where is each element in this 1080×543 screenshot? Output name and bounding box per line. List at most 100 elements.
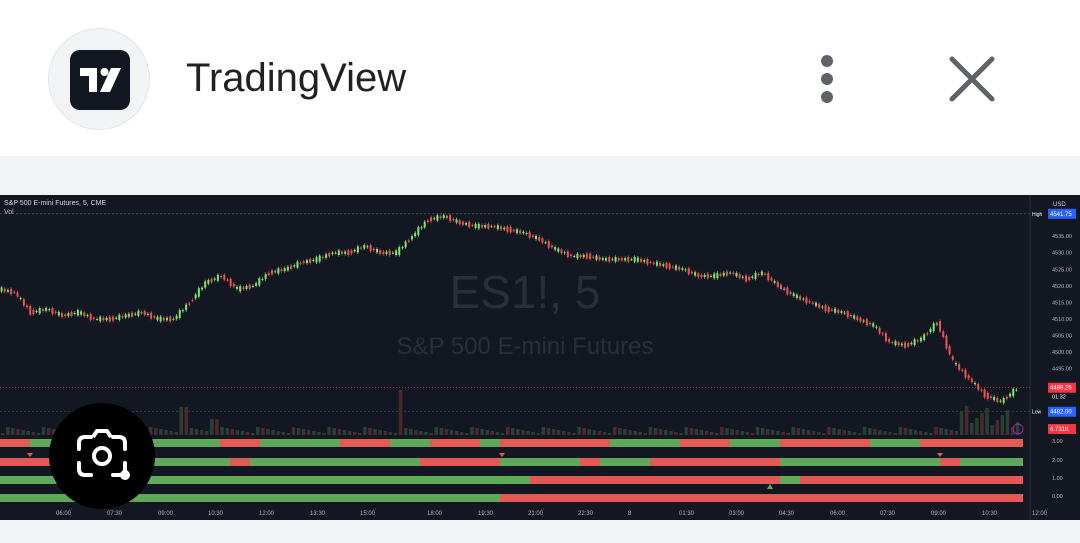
indicator-segment: [30, 439, 60, 447]
candle-body: [229, 278, 232, 287]
candle-body: [137, 310, 140, 316]
candle-body: [156, 316, 159, 320]
candle-body: [54, 311, 57, 314]
volume-bar: [924, 432, 928, 435]
candle-body: [29, 306, 32, 315]
candle-body: [808, 301, 811, 303]
candle-body: [713, 273, 716, 279]
candle-body: [528, 231, 531, 238]
candle-body: [748, 276, 751, 281]
x-tick-label: 12:00: [259, 511, 275, 517]
candle-body: [585, 253, 588, 259]
volume-bar: [1000, 415, 1005, 435]
volume-bar: [1, 433, 5, 435]
candle-body: [773, 280, 776, 283]
volume-bar: [638, 432, 642, 435]
candle-body: [999, 400, 1002, 402]
candle-body: [592, 256, 595, 258]
screenshot-lens-button[interactable]: [49, 403, 155, 509]
y-tick-label: 4525.00: [1052, 267, 1072, 273]
candle-body: [86, 315, 89, 317]
candle-body: [655, 261, 658, 266]
candle-body: [385, 251, 388, 254]
candle-body: [13, 291, 16, 293]
candle-body: [299, 262, 302, 264]
candle-body: [67, 313, 70, 317]
close-button[interactable]: [946, 53, 998, 105]
candle-body: [445, 216, 448, 218]
candle-body: [843, 312, 846, 314]
trend-marker: [27, 453, 33, 457]
volume-bar: [643, 433, 648, 435]
candle-body: [194, 294, 197, 299]
volume-bar: [582, 428, 586, 435]
candle-body: [926, 333, 929, 335]
high-price-tag-bg: [1048, 208, 1076, 219]
chart-screenshot[interactable]: ES1!, 5 S&P 500 E-mini Futures USD 4535.0…: [0, 195, 1080, 520]
candle-body: [286, 266, 289, 271]
volume-bar: [414, 430, 418, 435]
volume-bar: [546, 428, 551, 435]
candle-body: [649, 261, 652, 263]
volume-bar: [791, 427, 795, 435]
candle-body: [468, 221, 471, 228]
candle-body: [786, 287, 789, 295]
candle-body: [181, 310, 184, 312]
volume-bar: [500, 433, 505, 435]
x-tick-label: 09:00: [158, 511, 174, 517]
low-label: Low: [1032, 410, 1042, 416]
indicator-y-tick: 0.00: [1052, 494, 1063, 500]
candle-body: [554, 247, 557, 250]
candle-body: [598, 256, 601, 260]
volume-bar: [827, 427, 831, 435]
candle-body: [474, 223, 477, 228]
volume-bar: [368, 428, 372, 435]
volume-bar: [913, 430, 918, 435]
volume-bar: [184, 407, 189, 435]
candle-body: [401, 247, 404, 249]
volume-bar: [658, 429, 663, 435]
app-icon-button[interactable]: [48, 28, 150, 130]
indicator-segment: [960, 458, 1023, 466]
candle-body: [948, 346, 951, 355]
candle-body: [853, 315, 856, 319]
candle-body: [824, 305, 827, 312]
volume-bar: [11, 428, 15, 435]
current-price-tag: 4489.25: [1050, 386, 1072, 392]
volume-bar: [521, 430, 525, 435]
candle-body: [515, 229, 518, 234]
candle-body: [544, 242, 547, 244]
indicator-segment: [680, 439, 730, 447]
volume-bar: [1005, 410, 1010, 435]
candle-body: [993, 396, 996, 401]
candle-body: [671, 266, 674, 268]
volume-bar: [587, 429, 591, 435]
candle-body: [162, 317, 165, 321]
y-tick-label: 4495.00: [1052, 367, 1072, 373]
candle-body: [697, 273, 700, 278]
x-tick-label: 13:30: [310, 511, 326, 517]
volume-value-tag: 6.731K: [1050, 427, 1069, 433]
volume-bar: [755, 427, 760, 435]
volume-bar: [592, 430, 597, 435]
volume-bar: [735, 430, 739, 435]
more-options-button[interactable]: [808, 50, 848, 106]
candle-body: [188, 303, 191, 305]
app-header: TradingView: [0, 0, 1080, 156]
volume-bar: [419, 431, 423, 435]
volume-bar: [613, 427, 617, 435]
volume-bar: [454, 431, 459, 435]
volume-bar: [852, 432, 857, 435]
candle-body: [331, 252, 334, 255]
candle-body: [461, 221, 464, 225]
candle-body: [417, 227, 420, 236]
volume-bar: [577, 427, 581, 435]
candle-body: [849, 314, 852, 317]
volume-bar: [347, 431, 352, 435]
x-tick-label: 8: [628, 511, 632, 517]
candle-body: [26, 305, 29, 308]
candle-body: [382, 251, 385, 254]
candle-body: [958, 364, 961, 370]
volume-bar: [342, 430, 347, 435]
candle-body: [452, 218, 455, 221]
